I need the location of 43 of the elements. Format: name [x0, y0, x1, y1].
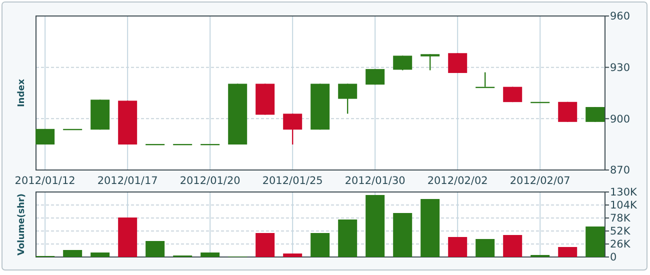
bar	[283, 254, 302, 257]
bar	[558, 247, 578, 257]
candlestick	[283, 113, 302, 146]
bar	[503, 235, 522, 257]
candlestick	[338, 83, 358, 114]
bar	[200, 252, 220, 257]
bar	[448, 237, 468, 257]
bar	[476, 239, 495, 257]
candlestick	[420, 54, 440, 71]
y-tick-label: 78K	[610, 212, 632, 225]
bar	[118, 218, 138, 257]
y-tick-label: 52K	[610, 226, 632, 238]
y-tick-label: 26K	[610, 238, 632, 251]
x-tick-label: 2012/01/30	[344, 175, 406, 187]
candlestick	[558, 101, 578, 123]
bar	[393, 213, 412, 257]
x-tick-label: 2012/02/02	[427, 175, 488, 187]
x-tick-label: 2012/01/25	[262, 175, 323, 187]
y-axis-title: Volume(shr)	[17, 193, 27, 256]
y-tick-label: 104K	[610, 200, 638, 212]
y-tick-label: 960	[610, 10, 630, 23]
y-tick-label: 0	[610, 252, 617, 264]
bar	[63, 250, 82, 257]
x-tick-label: 2012/02/07	[510, 175, 570, 187]
bar	[420, 199, 440, 257]
y-tick-label: 130K	[610, 186, 638, 199]
y-axis-title: Index	[17, 78, 27, 108]
candlestick	[448, 52, 468, 74]
bar	[146, 241, 165, 257]
y-tick-label: 900	[610, 113, 630, 126]
y-tick-label: 870	[610, 164, 630, 177]
candlestick	[366, 68, 385, 86]
bar	[338, 220, 358, 257]
x-tick-label: 2012/01/12	[14, 175, 76, 187]
bar	[256, 233, 275, 257]
y-tick-label: 930	[610, 62, 630, 74]
x-tick-label: 2012/01/20	[180, 175, 240, 187]
x-tick-label: 2012/01/17	[97, 175, 158, 187]
bar	[310, 233, 330, 257]
bar	[366, 195, 385, 257]
bar	[586, 226, 605, 257]
candlestick	[393, 55, 412, 71]
bar	[90, 252, 110, 257]
